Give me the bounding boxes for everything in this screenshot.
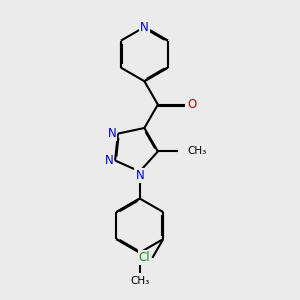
Text: O: O: [187, 98, 196, 111]
Text: N: N: [140, 21, 149, 34]
Text: N: N: [108, 127, 116, 140]
Text: N: N: [135, 169, 144, 182]
Text: CH₃: CH₃: [130, 276, 149, 286]
Text: N: N: [105, 154, 113, 167]
Text: Cl: Cl: [139, 251, 150, 264]
Text: CH₃: CH₃: [188, 146, 207, 156]
